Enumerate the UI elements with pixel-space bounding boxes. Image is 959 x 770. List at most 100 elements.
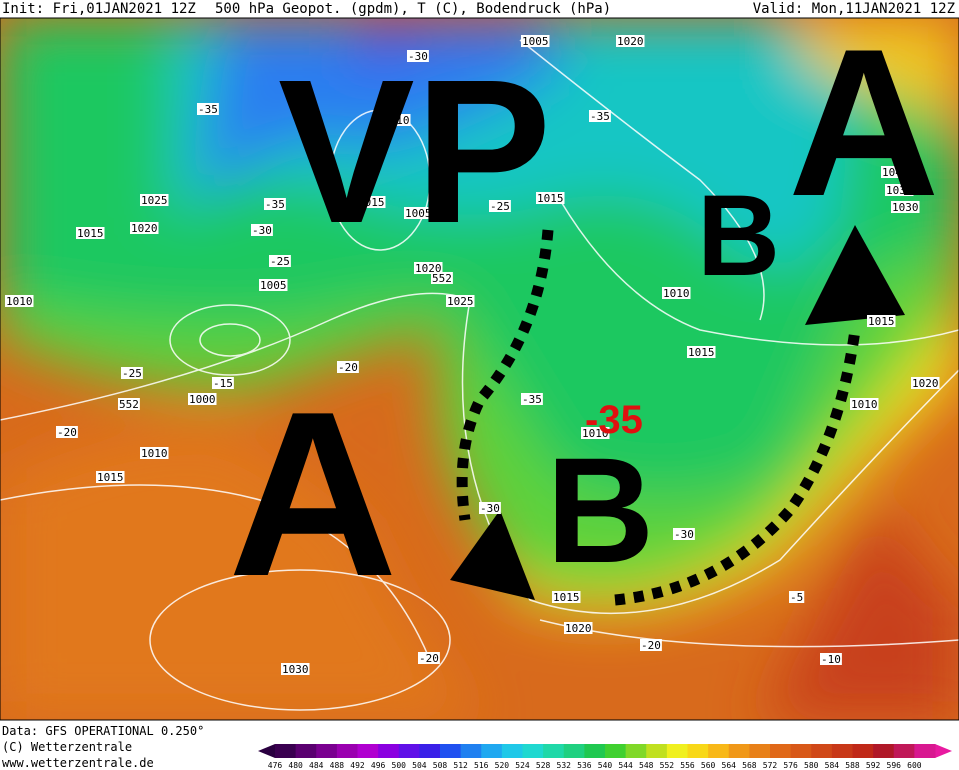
label-box (521, 35, 550, 47)
map-label: 552 (119, 398, 139, 411)
map-label: 1010 (383, 114, 410, 127)
label-box (552, 591, 581, 603)
map-label: 1015 (358, 196, 385, 209)
map-label: 1020 (912, 377, 939, 390)
label-box (881, 166, 910, 178)
map-title: 500 hPa Geopot. (gpdm), T (C), Bodendruc… (215, 1, 611, 17)
label-box (251, 224, 273, 236)
label-box (687, 346, 716, 358)
scale-swatch (295, 744, 317, 758)
scale-swatch (708, 744, 730, 758)
scale-swatch (336, 744, 358, 758)
scale-swatch (481, 744, 503, 758)
scale-end (258, 744, 275, 758)
label-box (188, 393, 217, 405)
label-box (867, 315, 896, 327)
map-label: 1010 (6, 295, 33, 308)
label-box (640, 639, 662, 651)
label-box (911, 377, 940, 389)
scale-label: 588 (845, 761, 860, 770)
scale-swatch (914, 744, 936, 758)
scale-swatch (440, 744, 462, 758)
valid-time: Valid: Mon,11JAN2021 12Z (753, 1, 955, 17)
map-label: -20 (338, 361, 358, 374)
scale-label: 484 (309, 761, 324, 770)
scale-swatch (770, 744, 792, 758)
map-label: 1010 (851, 398, 878, 411)
map-label: -30 (674, 528, 694, 541)
map-label: -35 (590, 110, 610, 123)
map-label: 1000 (189, 393, 216, 406)
scale-swatch (501, 744, 523, 758)
map-label: 1005 (405, 207, 432, 220)
scale-swatch (419, 744, 441, 758)
overlay-letter: VP (278, 37, 551, 266)
map-label: -20 (641, 639, 661, 652)
label-box (382, 114, 411, 126)
scale-label: 592 (866, 761, 881, 770)
label-box (269, 255, 291, 267)
scale-swatch (316, 744, 338, 758)
label-box (581, 427, 610, 439)
map-label: -15 (213, 377, 233, 390)
scale-label: 564 (722, 761, 737, 770)
label-box (281, 663, 310, 675)
map-label: 552 (432, 272, 452, 285)
map-label: 1015 (537, 192, 564, 205)
map-label: -20 (57, 426, 77, 439)
scale-swatch (563, 744, 585, 758)
label-box (96, 471, 125, 483)
map-label: -30 (480, 502, 500, 515)
map-label: 1005 (260, 279, 287, 292)
scale-label: 540 (598, 761, 613, 770)
scale-swatch (852, 744, 874, 758)
scale-swatch (625, 744, 647, 758)
label-box (891, 201, 920, 213)
label-box (446, 295, 475, 307)
label-box (357, 196, 386, 208)
label-box (536, 192, 565, 204)
scale-label: 500 (392, 761, 407, 770)
scale-label: 496 (371, 761, 386, 770)
map-label: -35 (265, 198, 285, 211)
label-box (662, 287, 691, 299)
data-source: Data: GFS OPERATIONAL 0.250° (2, 724, 204, 738)
scale-label: 596 (887, 761, 902, 770)
scale-label: 576 (783, 761, 798, 770)
init-time: Init: Fri,01JAN2021 12Z (2, 1, 196, 17)
label-box (130, 222, 159, 234)
scale-end (935, 744, 952, 758)
map-label: -25 (270, 255, 290, 268)
map-label: -5 (790, 591, 803, 604)
scale-label: 492 (350, 761, 365, 770)
scale-label: 572 (763, 761, 778, 770)
scale-label: 532 (557, 761, 572, 770)
overlay-letter: A (228, 362, 398, 625)
scale-swatch (378, 744, 400, 758)
scale-label: 512 (453, 761, 468, 770)
map-label: 1010 (663, 287, 690, 300)
map-label: 1015 (97, 471, 124, 484)
overlay-letter: B (546, 426, 654, 594)
map-label: 1015 (688, 346, 715, 359)
label-box (418, 652, 440, 664)
scale-swatch (728, 744, 750, 758)
scale-label: 544 (618, 761, 633, 770)
color-scale: 476 480 484 488 492 496 500 504 508 512 516 520 524 5… (258, 744, 952, 770)
scale-swatch (357, 744, 379, 758)
label-box (404, 207, 433, 219)
label-box (140, 194, 169, 206)
scale-label: 600 (907, 761, 922, 770)
label-box (489, 200, 511, 212)
map-label: 1020 (415, 262, 442, 275)
scale-swatch (584, 744, 606, 758)
scale-label: 520 (495, 761, 510, 770)
label-box (76, 227, 105, 239)
scale-swatch (275, 744, 297, 758)
map-label: 1035 (886, 184, 913, 197)
map-label: -35 (198, 103, 218, 116)
label-box (264, 198, 286, 210)
scale-swatch (811, 744, 833, 758)
scale-label: 508 (433, 761, 448, 770)
scale-label: 476 (268, 761, 283, 770)
